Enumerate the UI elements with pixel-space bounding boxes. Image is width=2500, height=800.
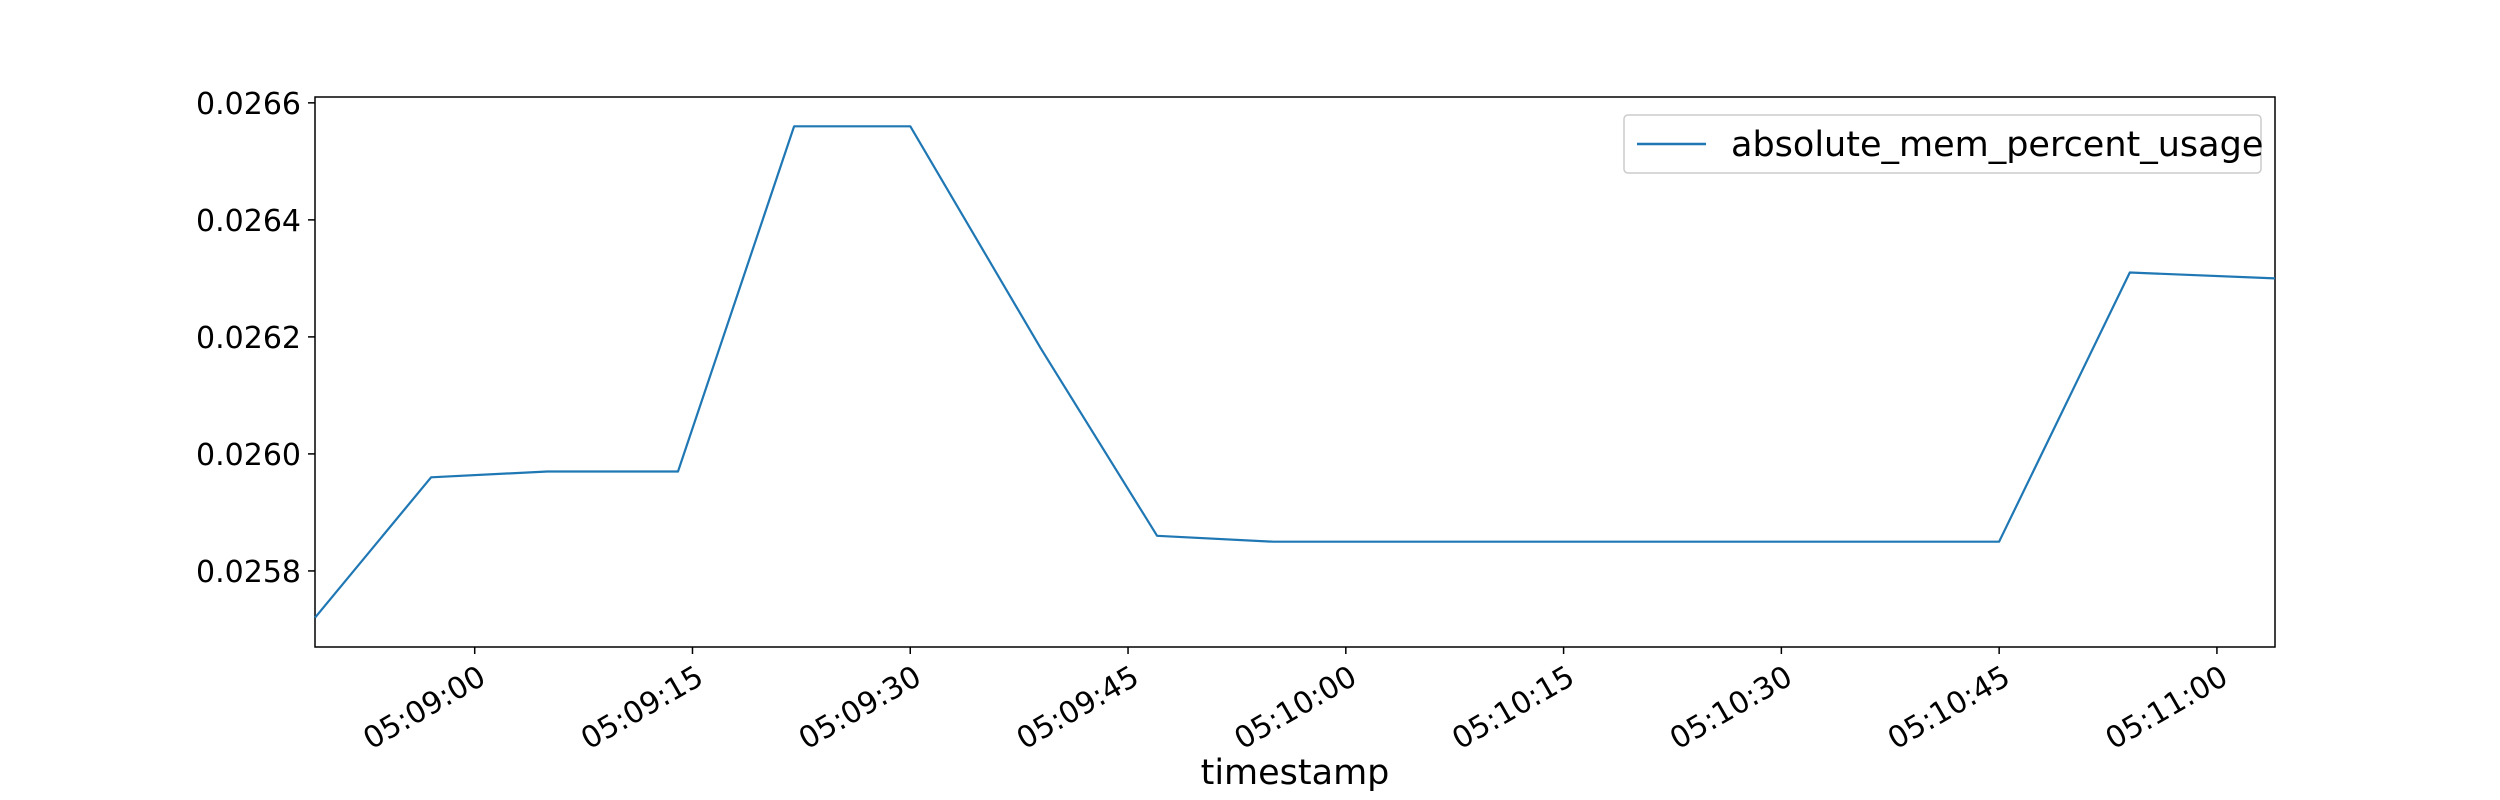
- x-axis: 05:09:00 05:09:15 05:09:30 05:09:45 05:10:00…: [358, 647, 2234, 757]
- y-tick-label: 0.0264: [196, 204, 301, 239]
- y-tick-label: 0.0258: [196, 555, 301, 590]
- x-axis-title: timestamp: [1201, 753, 1390, 793]
- x-tick-label: 05:11:00: [2100, 659, 2234, 757]
- x-tick-label: 05:10:00: [1229, 659, 1363, 757]
- x-tick-label: 05:09:45: [1011, 659, 1145, 757]
- plot-area-frame: [314, 96, 2276, 648]
- legend-box: [1623, 114, 2262, 174]
- x-tick-label: 05:09:00: [358, 659, 492, 757]
- series-layer: [314, 125, 2276, 619]
- x-tick-label: 05:09:15: [575, 659, 709, 757]
- x-tick-label: 05:09:30: [793, 659, 927, 757]
- legend: absolute_mem_percent_usage: [1623, 114, 2263, 174]
- legend-label: absolute_mem_percent_usage: [1731, 125, 2263, 165]
- x-tick-label: 05:10:30: [1664, 659, 1798, 757]
- y-axis: 0.0258 0.0260 0.0262 0.0264 0.0266: [196, 87, 315, 590]
- y-tick-label: 0.0262: [196, 321, 301, 356]
- series-line: [314, 125, 2276, 619]
- x-tick-label: 05:10:45: [1882, 659, 2016, 757]
- y-tick-label: 0.0260: [196, 438, 301, 473]
- y-tick-label: 0.0266: [196, 87, 301, 122]
- x-tick-label: 05:10:15: [1446, 659, 1580, 757]
